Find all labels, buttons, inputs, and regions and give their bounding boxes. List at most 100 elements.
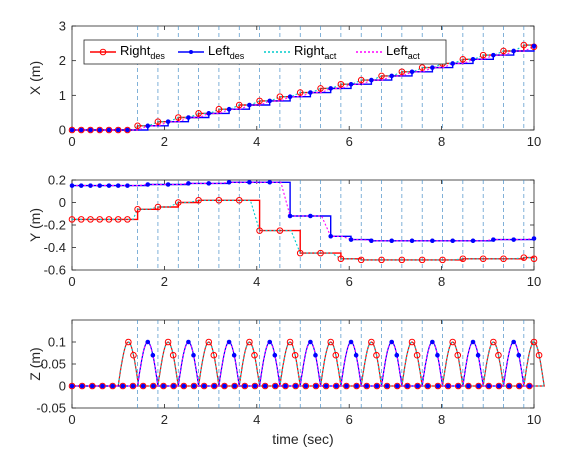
left-des-marker bbox=[333, 383, 339, 389]
left-des-marker bbox=[231, 352, 237, 358]
left-des-marker bbox=[470, 238, 476, 244]
right-des-marker bbox=[169, 351, 177, 359]
legend-label-subscript: des bbox=[230, 51, 245, 61]
left-des-marker bbox=[252, 383, 258, 389]
right-des-marker bbox=[357, 256, 365, 264]
right-des-marker bbox=[170, 382, 177, 390]
left-des-marker bbox=[435, 352, 440, 358]
right-des-marker bbox=[535, 351, 543, 359]
x-tick-label: 10 bbox=[527, 274, 541, 289]
left-des-marker bbox=[516, 383, 522, 389]
right-des-marker bbox=[500, 255, 507, 263]
left-des-marker bbox=[354, 383, 359, 389]
left-des-marker bbox=[430, 65, 435, 70]
left-des-marker bbox=[425, 383, 431, 389]
left-des-marker bbox=[364, 383, 370, 389]
right-des-marker bbox=[378, 72, 385, 80]
right-des-marker bbox=[129, 382, 137, 390]
left-des-marker bbox=[470, 339, 476, 345]
right-des-marker bbox=[154, 203, 162, 211]
right-des-marker bbox=[235, 196, 243, 204]
left-des-marker bbox=[272, 383, 278, 389]
right-des-marker bbox=[530, 255, 538, 263]
right-des-marker bbox=[317, 85, 324, 92]
right-des-marker bbox=[500, 47, 507, 55]
right-des-marker bbox=[485, 382, 493, 390]
right-des-marker bbox=[99, 382, 106, 390]
y-tick-label: -0.4 bbox=[44, 240, 66, 255]
right-des-marker bbox=[105, 126, 113, 134]
right-des-marker bbox=[160, 382, 167, 390]
right-des-marker bbox=[68, 126, 76, 134]
left-des-marker bbox=[69, 383, 75, 389]
left-des-marker bbox=[247, 179, 252, 185]
left-des-marker bbox=[430, 339, 435, 345]
right-des-marker bbox=[180, 382, 188, 390]
right-act-line bbox=[72, 199, 535, 261]
left-des-marker bbox=[120, 383, 126, 389]
left-des-marker bbox=[201, 383, 207, 389]
right-des-marker bbox=[190, 382, 198, 390]
right-des-marker bbox=[418, 64, 426, 71]
right-des-marker bbox=[413, 351, 421, 359]
right-des-marker bbox=[125, 338, 132, 346]
left-des-marker bbox=[445, 383, 451, 389]
right-des-marker bbox=[77, 126, 85, 134]
left-des-marker bbox=[313, 352, 318, 358]
right-des-marker bbox=[68, 216, 76, 223]
right-des-marker bbox=[495, 382, 503, 390]
right-des-marker bbox=[256, 227, 263, 234]
right-des-marker bbox=[246, 338, 253, 346]
left-des-marker bbox=[206, 111, 212, 116]
right-des-marker bbox=[353, 382, 360, 390]
left-des-marker bbox=[110, 383, 115, 389]
legend-label-subscript: act bbox=[408, 51, 421, 61]
left-des-marker bbox=[78, 183, 84, 188]
legend-label-subscript: act bbox=[324, 51, 337, 61]
left-des-marker bbox=[348, 339, 354, 345]
left-des-marker bbox=[328, 86, 334, 91]
left-des-marker bbox=[394, 383, 400, 389]
right-des-marker bbox=[317, 249, 324, 257]
left-des-marker bbox=[211, 383, 217, 389]
panel-2: 0 2 4 6 8 10 -0.6 -0.4 -0.2 0 0.2 Y (m) bbox=[27, 173, 541, 290]
right-des-marker bbox=[77, 216, 85, 223]
y-tick-label: -0.05 bbox=[36, 401, 66, 416]
legend-label-subscript: des bbox=[150, 51, 165, 61]
right-des-marker bbox=[373, 351, 380, 359]
y-axis-label: X (m) bbox=[27, 61, 43, 95]
left-des-marker bbox=[115, 127, 121, 133]
left-des-marker bbox=[191, 383, 197, 389]
left-des-marker bbox=[369, 238, 374, 244]
left-des-marker bbox=[511, 237, 516, 242]
left-des-marker bbox=[313, 383, 319, 389]
y-axis-label: Y (m) bbox=[27, 208, 43, 242]
right-des-marker bbox=[357, 76, 365, 84]
left-des-marker bbox=[405, 383, 410, 389]
left-des-marker bbox=[267, 179, 273, 185]
right-des-marker bbox=[449, 338, 456, 346]
right-des-marker bbox=[139, 382, 147, 390]
right-des-marker bbox=[505, 382, 513, 390]
y-tick-label: 0.2 bbox=[48, 173, 66, 188]
left-des-marker bbox=[145, 339, 151, 345]
left-des-marker bbox=[308, 213, 313, 219]
right-des-marker bbox=[276, 227, 284, 234]
right-des-marker bbox=[164, 338, 172, 346]
left-des-marker bbox=[369, 77, 374, 83]
left-des-marker bbox=[125, 127, 130, 133]
right-des-marker bbox=[174, 114, 182, 121]
left-des-marker bbox=[450, 238, 455, 244]
left-des-marker bbox=[308, 339, 313, 345]
panel-1: 0 2 4 6 8 10 0 1 2 3 X (m) bbox=[27, 19, 541, 150]
left-des-marker bbox=[140, 383, 146, 389]
left-des-marker bbox=[531, 236, 537, 241]
left-des-marker bbox=[415, 383, 420, 389]
x-tick-label: 2 bbox=[161, 274, 168, 289]
x-tick-label: 6 bbox=[346, 412, 353, 427]
right-des-marker bbox=[114, 216, 122, 223]
right-des-marker bbox=[296, 249, 304, 257]
right-des-marker bbox=[373, 382, 381, 390]
right-des-marker bbox=[393, 382, 401, 390]
